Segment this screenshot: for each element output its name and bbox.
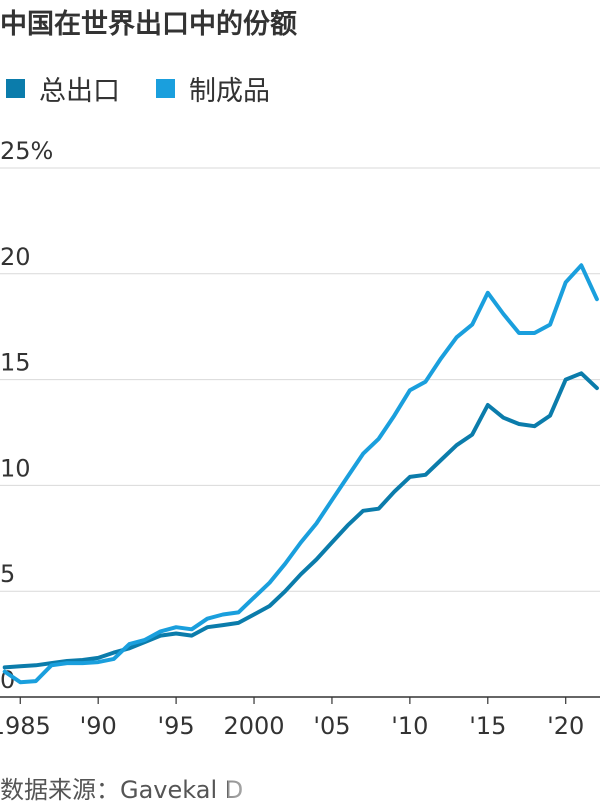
legend: 总出口 制成品 xyxy=(0,69,300,108)
legend-item-manufactures: 制成品 xyxy=(150,69,270,108)
y-tick-label-10: 10 xyxy=(0,454,31,482)
source-fade-overlay xyxy=(228,766,408,800)
y-tick-label-15: 15 xyxy=(0,349,31,377)
x-tick-label-1995: '95 xyxy=(158,712,195,740)
x-tick-label-2020: '20 xyxy=(547,712,584,740)
y-tick-label-25: 25% xyxy=(0,137,53,165)
legend-swatch-total-exports xyxy=(6,78,25,98)
legend-swatch-manufactures xyxy=(156,78,175,98)
y-tick-label-20: 20 xyxy=(0,243,31,271)
chart-title: 中国在世界出口中的份额 xyxy=(0,9,297,40)
x-tick-label-2015: '15 xyxy=(469,712,506,740)
x-tick-label-2005: '05 xyxy=(313,712,350,740)
x-tick-label-2000: 2000 xyxy=(223,712,284,740)
x-tick-label-2010: '10 xyxy=(391,712,428,740)
legend-label-manufactures: 制成品 xyxy=(189,75,270,107)
series-line-manufactures xyxy=(2,263,599,685)
x-tick-label-1985: 1985 xyxy=(0,712,51,740)
y-tick-label-5: 5 xyxy=(0,560,15,588)
legend-item-total-exports: 总出口 xyxy=(0,69,120,108)
source-note: 数据来源：Gavekal D xyxy=(0,776,244,804)
y-tick-label-0: 0 xyxy=(0,666,15,694)
legend-label-total-exports: 总出口 xyxy=(39,75,120,107)
series-line-total-exports xyxy=(2,371,599,670)
x-tick-label-1990: '90 xyxy=(80,712,117,740)
